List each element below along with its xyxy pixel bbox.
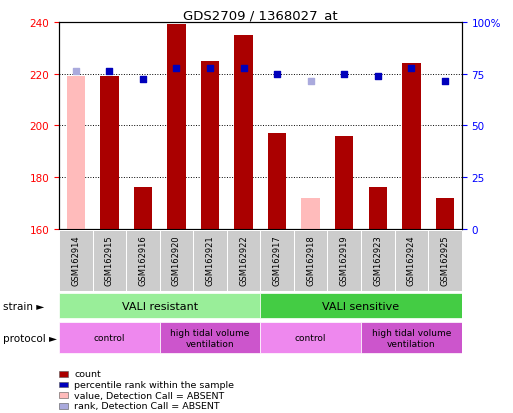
Text: value, Detection Call = ABSENT: value, Detection Call = ABSENT: [74, 391, 224, 400]
Text: percentile rank within the sample: percentile rank within the sample: [74, 380, 234, 389]
Text: control: control: [93, 334, 125, 342]
Text: high tidal volume
ventilation: high tidal volume ventilation: [170, 328, 250, 348]
Bar: [59, 293, 260, 319]
Text: GSM162916: GSM162916: [139, 235, 147, 285]
Bar: [193, 230, 227, 291]
Text: GSM162924: GSM162924: [407, 235, 416, 285]
Point: [206, 66, 214, 73]
Bar: [227, 230, 260, 291]
Text: GSM162914: GSM162914: [71, 235, 80, 285]
Title: GDS2709 / 1368027_at: GDS2709 / 1368027_at: [183, 9, 338, 21]
Point: [139, 76, 147, 83]
Bar: [59, 323, 160, 354]
Bar: [160, 323, 260, 354]
Bar: [294, 230, 327, 291]
Point: [273, 71, 281, 78]
Text: protocol ►: protocol ►: [3, 333, 56, 343]
Text: VALI sensitive: VALI sensitive: [323, 301, 400, 311]
Text: GSM162925: GSM162925: [441, 235, 449, 285]
Point: [240, 66, 248, 73]
Bar: [160, 230, 193, 291]
Bar: [368, 188, 387, 229]
Point: [172, 66, 181, 73]
Bar: [234, 36, 253, 229]
Bar: [201, 62, 219, 229]
Bar: [92, 230, 126, 291]
Bar: [436, 198, 454, 229]
Text: GSM162923: GSM162923: [373, 235, 382, 285]
Point: [340, 71, 348, 78]
Text: GSM162915: GSM162915: [105, 235, 114, 285]
Point: [72, 69, 80, 75]
Bar: [327, 230, 361, 291]
Bar: [59, 230, 92, 291]
Bar: [394, 230, 428, 291]
Bar: [361, 323, 462, 354]
Bar: [67, 77, 85, 229]
Text: control: control: [295, 334, 326, 342]
Bar: [100, 77, 119, 229]
Text: GSM162920: GSM162920: [172, 235, 181, 285]
Text: VALI resistant: VALI resistant: [122, 301, 198, 311]
Bar: [126, 230, 160, 291]
Bar: [302, 198, 320, 229]
Bar: [260, 323, 361, 354]
Point: [373, 74, 382, 80]
Text: rank, Detection Call = ABSENT: rank, Detection Call = ABSENT: [74, 401, 220, 411]
Bar: [134, 188, 152, 229]
Text: GSM162921: GSM162921: [206, 235, 214, 285]
Text: strain ►: strain ►: [3, 301, 44, 311]
Point: [407, 66, 416, 73]
Bar: [402, 64, 421, 229]
Bar: [167, 25, 186, 229]
Point: [441, 79, 449, 85]
Bar: [361, 230, 394, 291]
Point: [105, 69, 113, 75]
Bar: [260, 230, 294, 291]
Bar: [428, 230, 462, 291]
Bar: [335, 136, 353, 229]
Bar: [260, 293, 462, 319]
Text: GSM162922: GSM162922: [239, 235, 248, 285]
Bar: [268, 134, 286, 229]
Text: GSM162918: GSM162918: [306, 235, 315, 285]
Text: GSM162917: GSM162917: [272, 235, 282, 285]
Text: GSM162919: GSM162919: [340, 235, 349, 285]
Text: high tidal volume
ventilation: high tidal volume ventilation: [372, 328, 451, 348]
Point: [307, 79, 315, 85]
Text: count: count: [74, 369, 101, 378]
